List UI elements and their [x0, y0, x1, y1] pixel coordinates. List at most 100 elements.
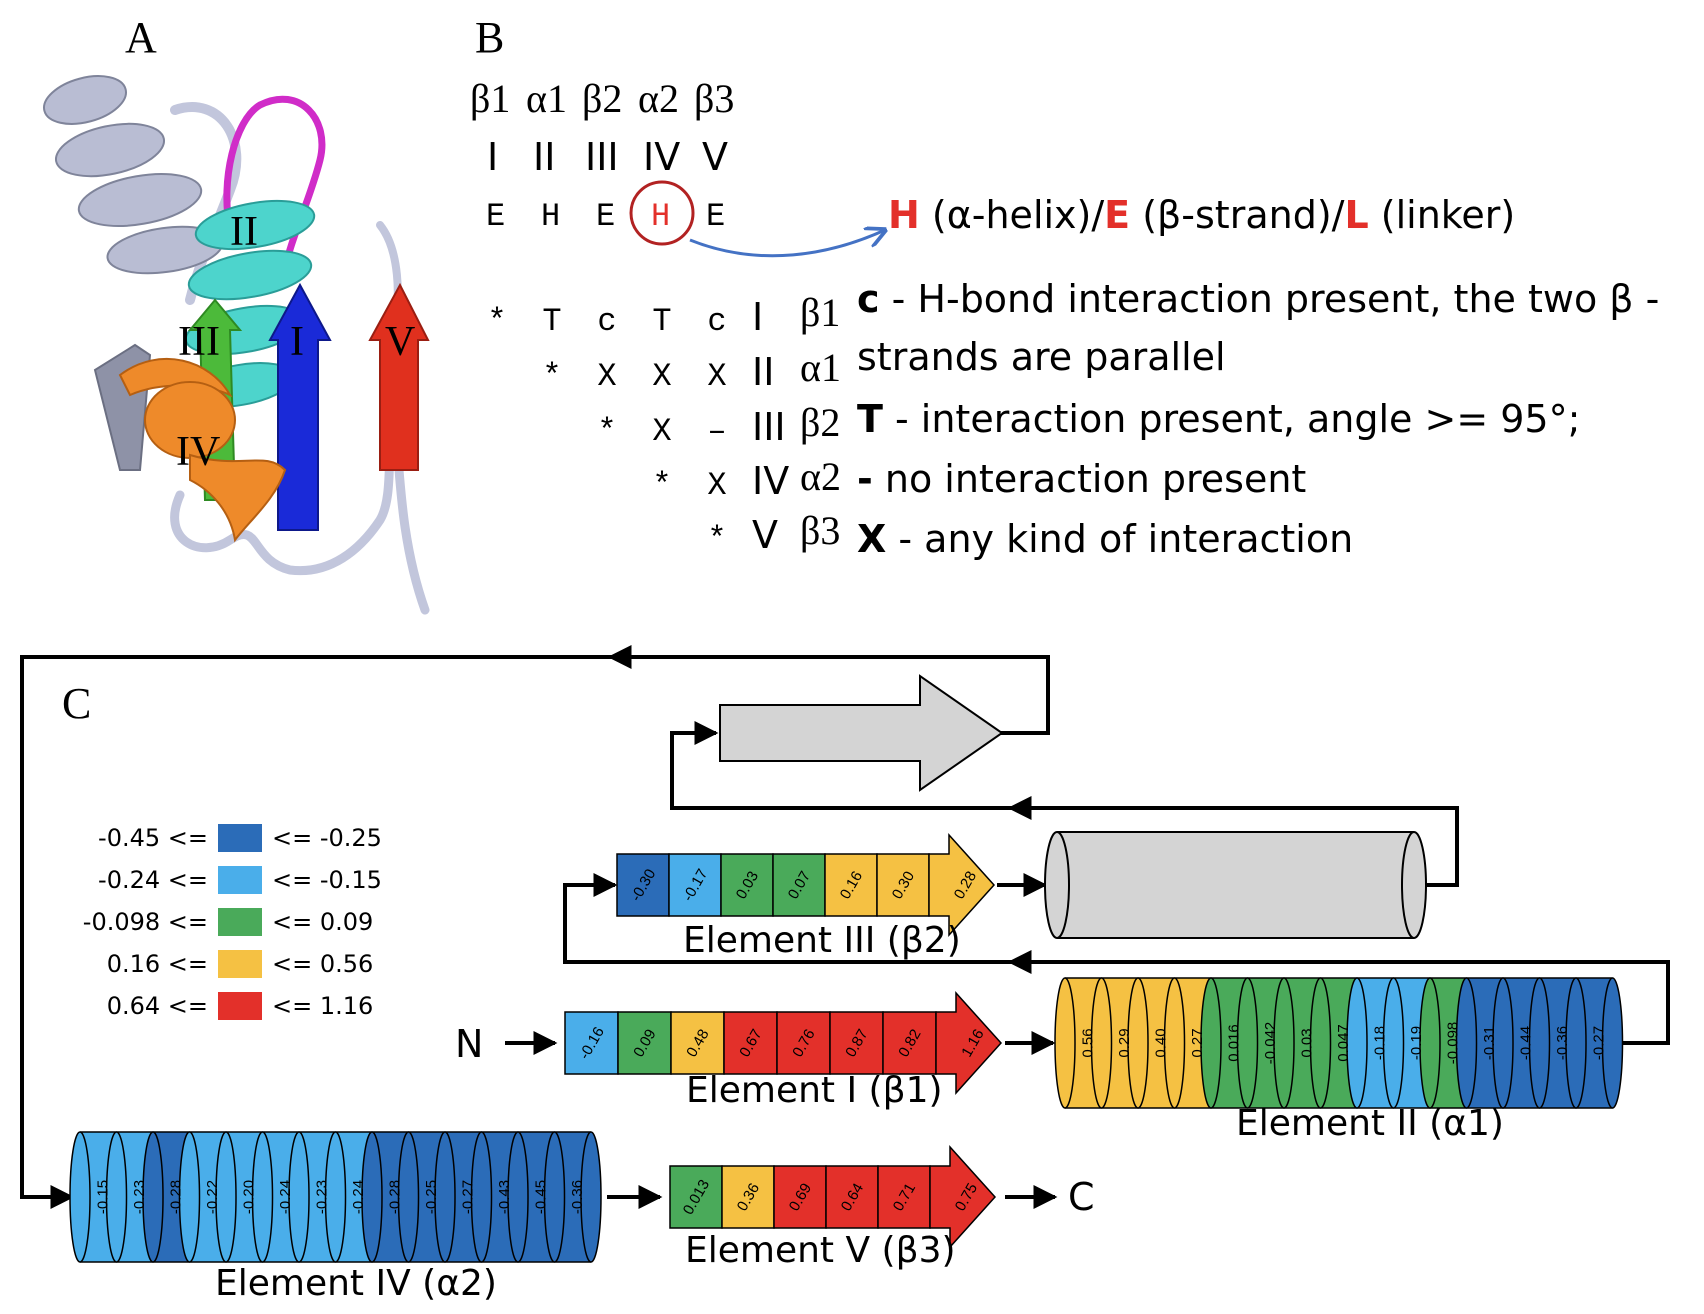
sse-header: β1 α1 β2 α2 β3: [470, 76, 734, 121]
sse-code: E: [486, 198, 505, 235]
legend-swatch: [218, 908, 262, 936]
connector-lines: [20, 645, 1670, 1209]
ribbon-label: V: [385, 319, 415, 365]
connector-helix-to-strand: [670, 721, 1459, 887]
code-h-text: (α-helix)/: [920, 193, 1105, 237]
residue-cell: [824, 853, 878, 917]
residue-value: -0.098: [1444, 1022, 1461, 1065]
legend-high-bound: <= 0.56: [272, 950, 373, 978]
helix-ring: [1054, 977, 1076, 1109]
key-c-continued: strands are parallel: [857, 335, 1226, 379]
ribbon-label: III: [178, 319, 220, 365]
helix-ring: [105, 1131, 128, 1263]
legend-high-bound: <= -0.15: [272, 866, 382, 894]
helix-ring: [288, 1131, 310, 1263]
legend-low-bound: 0.64 <=: [107, 992, 208, 1020]
matrix-row-roman: II: [752, 350, 774, 394]
protein-ribbon-cartoon: II III I V IV: [43, 75, 430, 615]
matrix-row-greek: β3: [800, 508, 840, 553]
matrix-row-roman: III: [752, 405, 786, 449]
roman-numeral: III: [585, 135, 619, 179]
panel-c-label: C: [62, 679, 91, 728]
helix-ring: [1492, 977, 1514, 1109]
helix-ring: [543, 1131, 566, 1263]
sse-code: E: [596, 198, 615, 235]
legend-high-bound: <= -0.25: [272, 824, 382, 852]
legend-swatch: [218, 950, 262, 978]
residue-value: 0.27: [1189, 1028, 1206, 1057]
helix-ring: [1273, 977, 1295, 1109]
helix-ring: [1309, 977, 1332, 1109]
element-ii-label: Element II (α1): [1236, 1103, 1504, 1144]
helix-ring: [470, 1131, 493, 1263]
code-e-text: (β-strand)/: [1130, 193, 1345, 237]
residue-cell-head: [929, 1145, 997, 1249]
helix-ring: [507, 1131, 529, 1263]
matrix-cell: c: [707, 303, 726, 340]
interaction-key: c - H-bond interaction present, the two …: [857, 277, 1659, 561]
roman-numeral: I: [487, 135, 498, 179]
residue-cell: [670, 1011, 725, 1075]
matrix-row-roman: IV: [752, 459, 789, 503]
ribbon-label: IV: [176, 429, 220, 475]
residue-value: -0.22: [204, 1180, 221, 1214]
residue-cell: [564, 1011, 619, 1075]
element-name: α1: [526, 76, 567, 121]
helix-ring: [397, 1131, 420, 1263]
connector-ii-to-iii: [563, 873, 1670, 1045]
ribbon-label: I: [290, 319, 304, 365]
matrix-row-greek: β1: [800, 290, 840, 335]
residue-cell: [617, 1011, 672, 1075]
panel-b-label: B: [475, 13, 504, 62]
residue-cell: [825, 1165, 879, 1229]
element-name: β1: [470, 76, 510, 121]
residue-value: -0.23: [131, 1180, 148, 1214]
matrix-cell: X: [707, 467, 726, 504]
residue-value: -0.27: [1590, 1026, 1607, 1060]
legend-swatch: [218, 824, 262, 852]
code-l: L: [1344, 193, 1368, 237]
helix-ring: [142, 1131, 164, 1263]
helix-ring: [1528, 977, 1551, 1109]
residue-value: -0.18: [1371, 1026, 1388, 1060]
residue-cell: [720, 853, 774, 917]
key-c: c - H-bond interaction present, the two …: [857, 277, 1659, 321]
matrix-cell: X: [652, 413, 671, 450]
orange-helix: [118, 358, 287, 543]
roman-numeral: II: [533, 135, 555, 179]
element-iv-label: Element IV (α2): [215, 1263, 497, 1304]
residue-value: -0.23: [313, 1180, 330, 1214]
element-name: β3: [694, 76, 734, 121]
legend-low-bound: -0.45 <=: [98, 824, 208, 852]
element-name: α2: [638, 76, 679, 121]
matrix-cell: *: [652, 467, 671, 504]
matrix-cell: X: [652, 358, 671, 395]
matrix-row-roman: I: [752, 295, 763, 339]
element-iii-label: Element III (β2): [683, 920, 961, 961]
legend-high-bound: <= 0.09: [272, 908, 373, 936]
residue-value: 0.56: [1079, 1028, 1096, 1057]
residue-value: -0.19: [1408, 1026, 1425, 1060]
helix-ring: [1127, 977, 1149, 1109]
residue-value: -0.43: [496, 1180, 513, 1214]
helix-ring: [1601, 977, 1624, 1109]
helix-ring: [1382, 977, 1405, 1109]
residue-value: -0.36: [569, 1180, 586, 1214]
key-t: T - interaction present, angle >= 95°;: [857, 397, 1580, 441]
residue-value: -0.15: [94, 1180, 111, 1214]
helix-ring: [178, 1131, 201, 1263]
legend-low-bound: 0.16 <=: [107, 950, 208, 978]
helix-ring: [1455, 977, 1478, 1109]
element-i-label: Element I (β1): [686, 1070, 943, 1111]
matrix-row-roman: V: [752, 513, 778, 557]
residue-cell: [876, 853, 930, 917]
roman-numeral: IV: [643, 135, 680, 179]
residue-value: -0.28: [386, 1180, 403, 1214]
matrix-cell: X: [707, 358, 726, 395]
residue-value: -0.042: [1262, 1022, 1279, 1065]
residue-cell: [669, 1165, 723, 1229]
helix-ring: [1236, 977, 1259, 1109]
grey-strand-arrow: [719, 674, 1004, 792]
legend-high-bound: <= 1.16: [272, 992, 373, 1020]
helix-ring: [434, 1131, 456, 1263]
